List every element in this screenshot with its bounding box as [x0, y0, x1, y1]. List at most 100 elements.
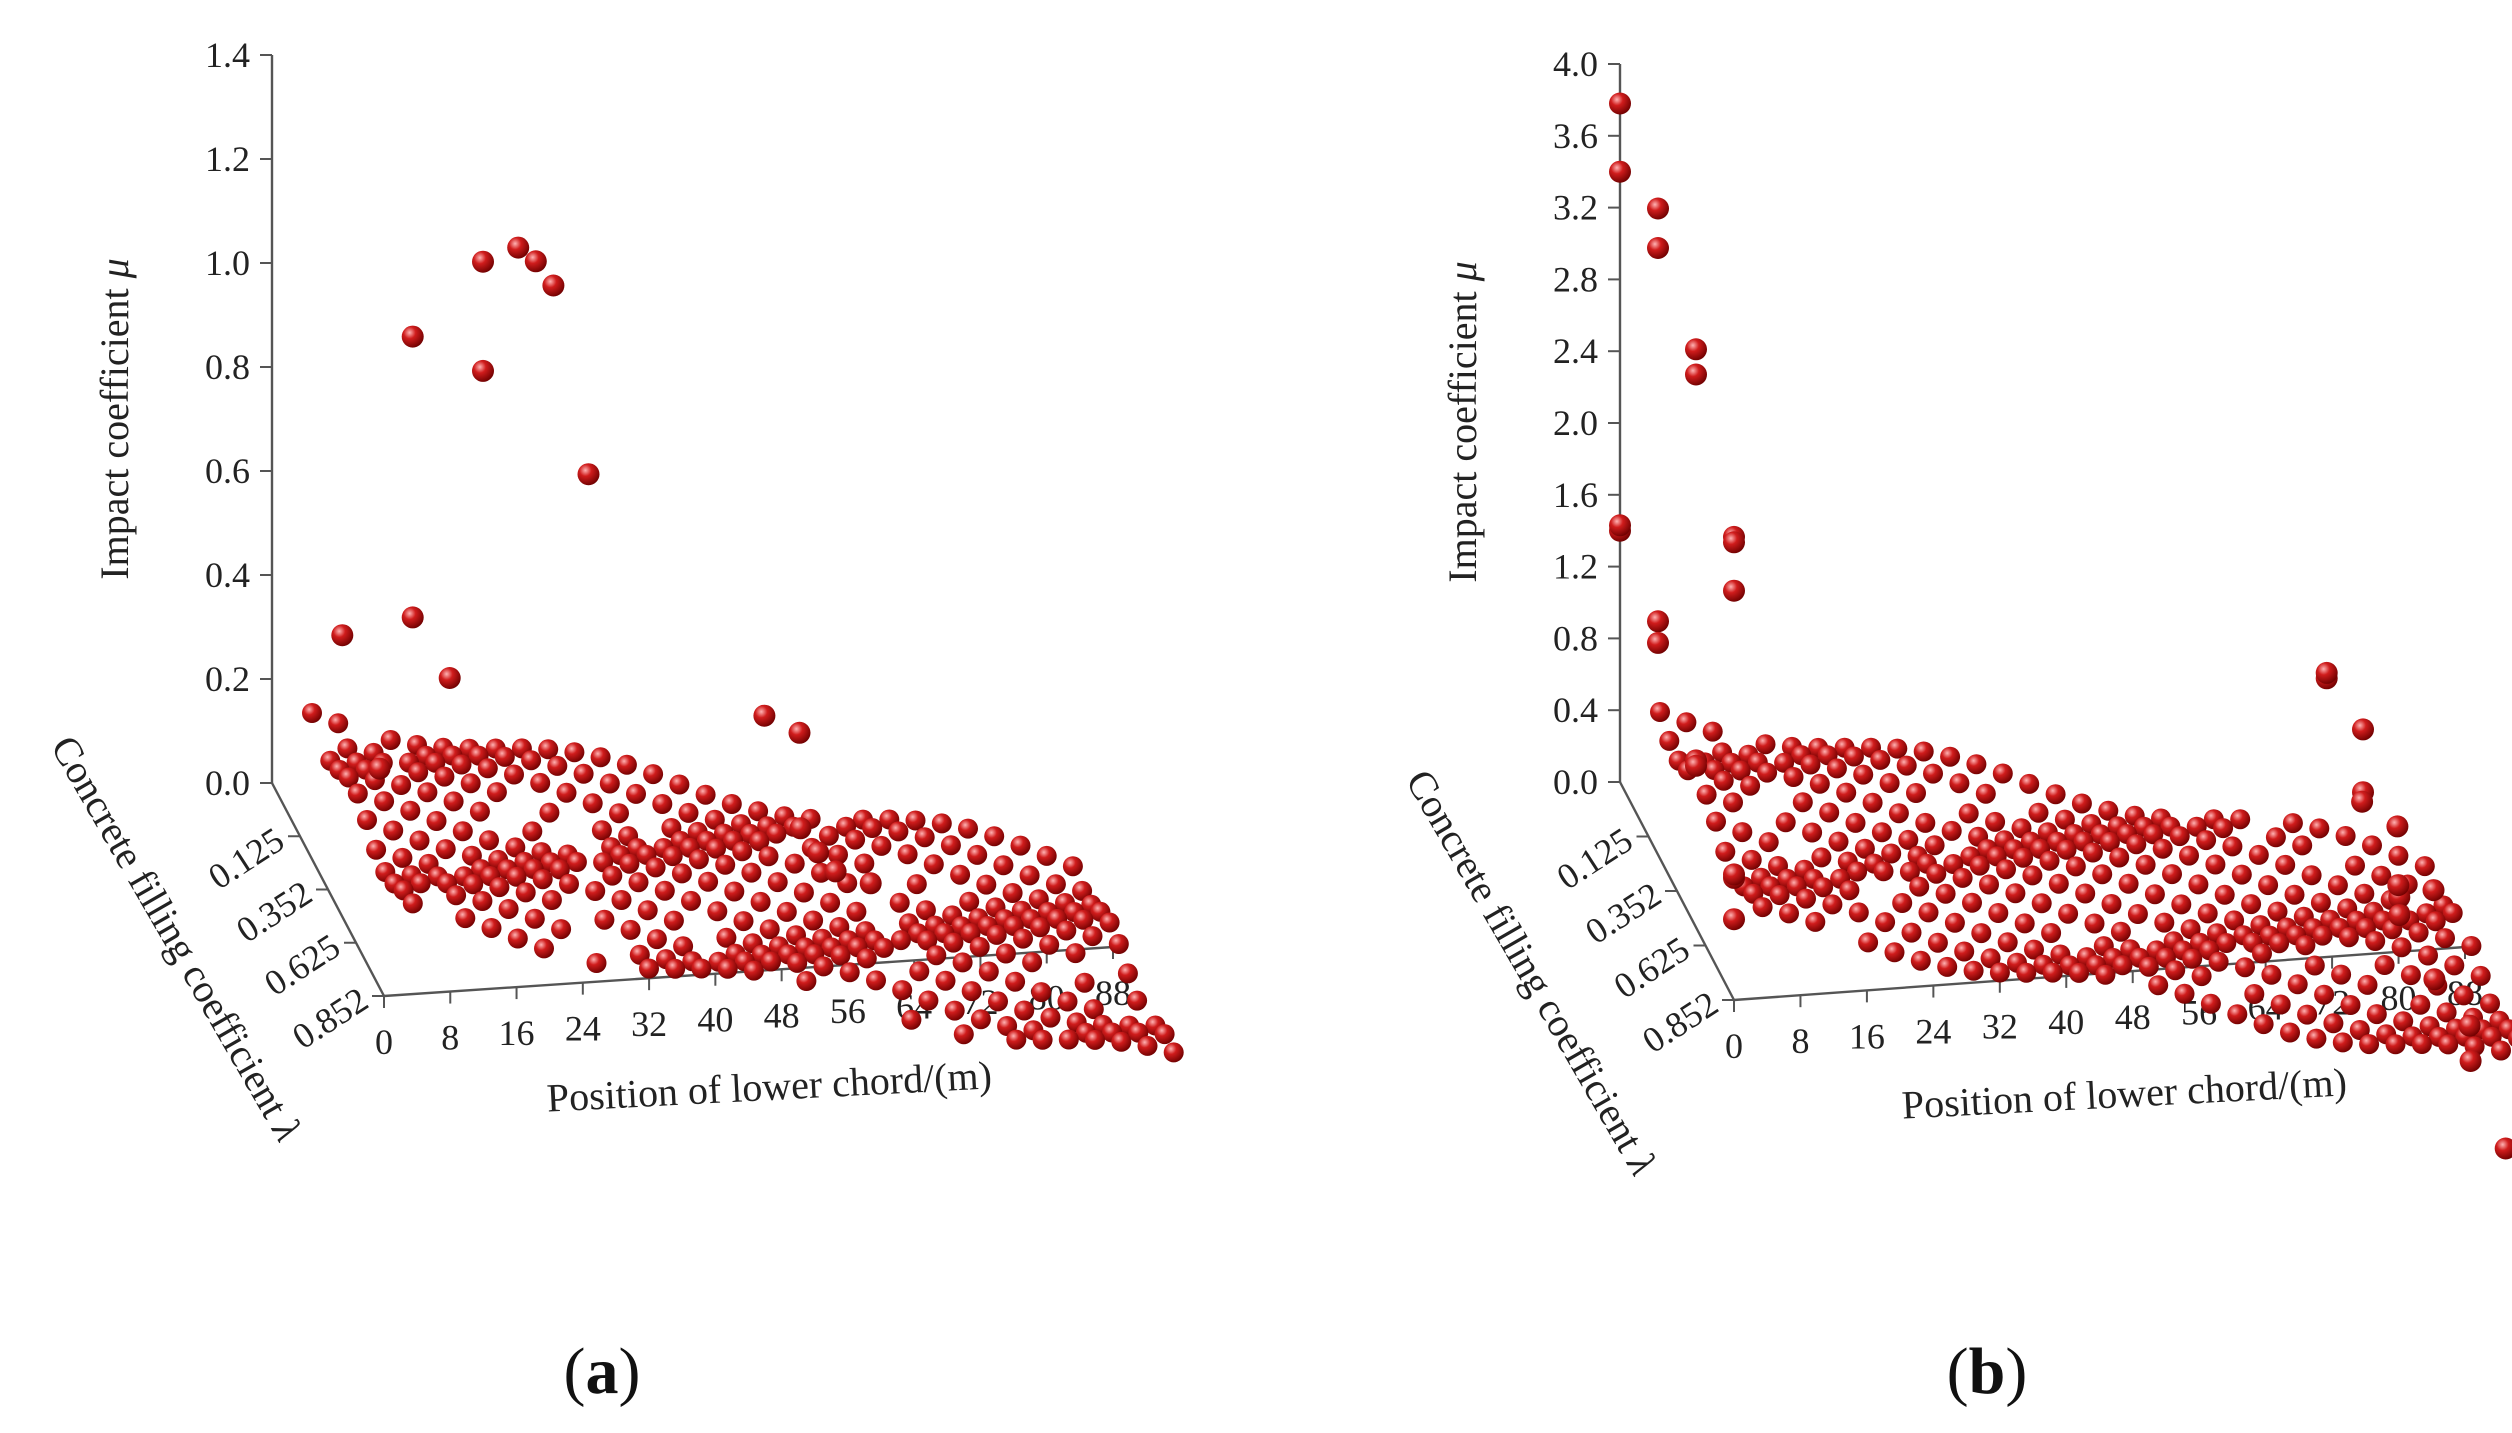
data-point	[2385, 1034, 2406, 1055]
data-point	[652, 794, 673, 814]
data-point	[2265, 827, 2286, 848]
data-point-peak	[368, 757, 391, 780]
data-point	[2188, 874, 2209, 895]
data-point	[1927, 932, 1948, 953]
data-point	[2084, 913, 2105, 934]
data-point	[1836, 782, 1857, 803]
data-point	[1906, 783, 1926, 803]
data-point	[2208, 951, 2229, 972]
data-point	[400, 800, 421, 821]
data-point	[328, 713, 349, 734]
data-point	[2327, 875, 2348, 896]
data-point	[2470, 965, 2491, 986]
x-tick-label: 24	[1915, 1012, 1951, 1052]
data-point	[673, 936, 694, 957]
data-point	[706, 838, 726, 859]
data-point	[2118, 873, 2139, 894]
z-tick-label: 2.4	[1553, 331, 1598, 371]
x-tick-label: 24	[565, 1009, 601, 1049]
data-point	[766, 823, 787, 844]
data-point	[2082, 842, 2103, 863]
data-point	[1774, 752, 1795, 773]
data-point	[2241, 894, 2262, 915]
data-point	[678, 802, 699, 823]
data-point	[1979, 874, 1999, 895]
data-point	[767, 872, 788, 893]
data-point	[302, 703, 322, 723]
data-point	[743, 960, 764, 981]
data-point	[1805, 911, 1826, 932]
data-point	[1958, 803, 1979, 824]
z-tick-label: 1.4	[205, 35, 250, 75]
data-point	[1989, 962, 2010, 983]
data-point	[820, 892, 841, 913]
data-point	[2267, 901, 2288, 922]
data-point	[2306, 1028, 2327, 1049]
data-point	[620, 919, 641, 940]
data-point-peak	[1647, 631, 1669, 654]
data-point-peak	[788, 721, 811, 744]
data-point	[2235, 957, 2255, 978]
data-point	[2359, 1034, 2380, 1055]
data-point	[2309, 818, 2330, 839]
data-point	[538, 739, 559, 760]
data-point-peak	[1723, 863, 1745, 886]
data-point	[446, 885, 467, 906]
data-point	[1899, 861, 1920, 882]
data-point	[1875, 912, 1896, 933]
data-point	[2304, 955, 2325, 976]
x-tick-label: 0	[375, 1022, 393, 1062]
data-point	[862, 818, 883, 838]
data-point	[2098, 800, 2119, 821]
data-point	[2109, 847, 2130, 868]
panel-a: 0.00.20.40.60.81.01.21.40.1250.3520.6250…	[42, 35, 1184, 1408]
data-point	[2335, 826, 2356, 846]
data-point	[2048, 873, 2069, 894]
data-point	[573, 763, 594, 784]
x-tick-label: 8	[441, 1018, 459, 1058]
data-point	[2248, 844, 2269, 865]
data-point-peak	[1685, 338, 1707, 361]
data-point	[1826, 758, 1847, 779]
data-point	[732, 841, 753, 862]
data-point	[1985, 811, 2006, 832]
data-point	[1909, 876, 1930, 897]
data-point	[2099, 832, 2120, 852]
data-point-peak	[2459, 1050, 2482, 1072]
data-point	[1941, 820, 1962, 841]
data-point	[2365, 931, 2386, 951]
data-point	[1913, 741, 1934, 762]
data-point	[2461, 936, 2482, 956]
data-point	[1975, 783, 1996, 804]
data-point	[2126, 834, 2147, 855]
data-point	[846, 901, 867, 922]
data-point	[698, 871, 719, 892]
data-point	[1819, 802, 1840, 823]
data-point	[1108, 934, 1129, 954]
data-point	[1888, 803, 1909, 824]
data-point-peak	[2423, 968, 2446, 991]
data-point	[1969, 855, 1990, 876]
data-point	[940, 835, 961, 856]
data-point	[890, 930, 911, 951]
data-point	[1992, 763, 2013, 784]
data-point	[761, 951, 781, 972]
data-point	[663, 910, 684, 931]
data-point	[1036, 845, 1057, 866]
data-point	[564, 742, 585, 763]
data-point	[582, 793, 603, 814]
data-point	[539, 802, 560, 823]
panel-label: (a)	[564, 1335, 641, 1408]
data-point	[1845, 812, 1866, 833]
data-point	[2310, 892, 2331, 913]
data-point-peak	[824, 860, 847, 883]
data-point-peak	[2422, 879, 2445, 902]
data-point	[1056, 920, 1077, 941]
lambda-tick-label: 0.352	[1578, 874, 1668, 952]
data-point	[892, 980, 913, 1001]
data-point	[2197, 903, 2218, 924]
x-tick-label: 56	[830, 991, 866, 1031]
panel-b: 0.00.40.81.21.62.02.42.83.23.64.00.1250.…	[1397, 44, 2512, 1408]
data-point	[1013, 928, 1033, 949]
